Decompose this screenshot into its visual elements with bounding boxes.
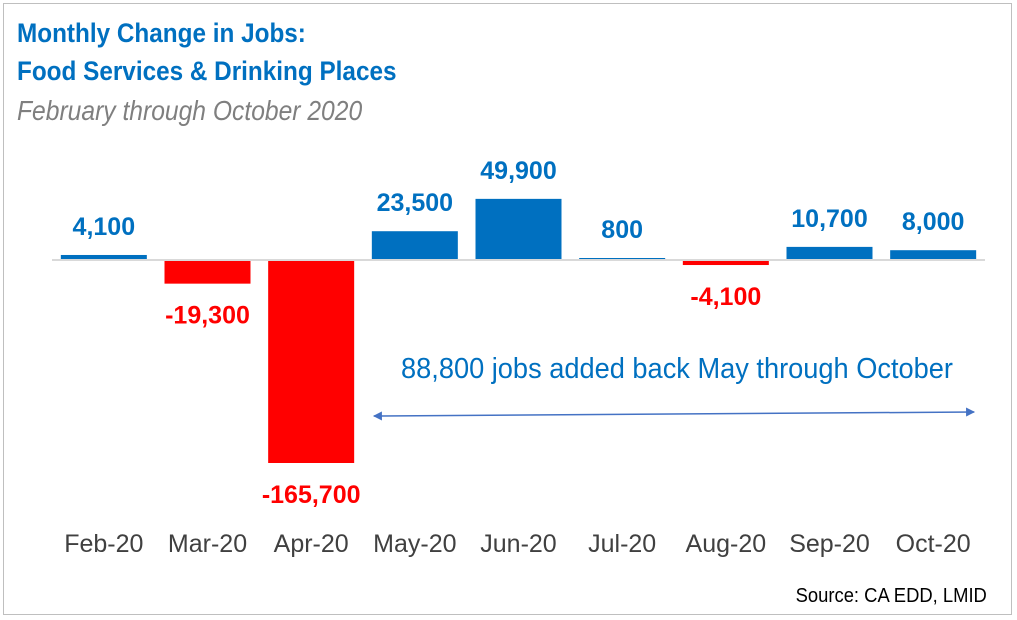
x-tick-label-may-20: May-20 <box>373 530 456 558</box>
data-label-jul-20: 800 <box>601 216 643 244</box>
data-label-jun-20: 49,900 <box>480 157 556 185</box>
data-label-may-20: 23,500 <box>377 189 453 217</box>
x-tick-label-sep-20: Sep-20 <box>789 530 870 558</box>
data-labels-layer: 4,100 -19,300 -165,700 23,500 49,900 800 -4,10… <box>73 157 965 509</box>
bar-may-20 <box>371 231 458 260</box>
chart-title-line-1: Monthly Change in Jobs: <box>17 18 306 48</box>
chart-subtitle: February through October 2020 <box>17 95 363 126</box>
x-tick-label-jul-20: Jul-20 <box>588 530 656 558</box>
chart-title-line-2: Food Services & Drinking Places <box>17 56 397 86</box>
x-tick-label-oct-20: Oct-20 <box>896 530 971 558</box>
data-label-apr-20: -165,700 <box>262 481 361 509</box>
chart-title: Monthly Change in Jobs: Food Services & … <box>17 14 396 90</box>
data-label-mar-20: -19,300 <box>165 302 250 330</box>
bar-sep-20 <box>786 246 873 260</box>
x-tick-label-feb-20: Feb-20 <box>64 530 143 558</box>
annotation-text: 88,800 jobs added back May through Octob… <box>401 353 953 385</box>
x-tick-label-apr-20: Apr-20 <box>274 530 349 558</box>
data-label-sep-20: 10,700 <box>791 205 867 233</box>
bar-apr-20 <box>268 260 355 463</box>
x-tick-label-jun-20: Jun-20 <box>480 530 556 558</box>
bar-oct-20 <box>890 250 977 260</box>
annotation-arrow <box>372 407 976 421</box>
data-label-feb-20: 4,100 <box>73 213 136 241</box>
bar-mar-20 <box>164 260 251 284</box>
bar-jun-20 <box>475 198 562 260</box>
chart-frame <box>3 3 1012 615</box>
bars-layer <box>60 198 977 463</box>
bar-aug-20 <box>682 260 769 266</box>
x-tick-label-mar-20: Mar-20 <box>168 530 247 558</box>
bar-feb-20 <box>60 254 147 260</box>
x-tick-label-aug-20: Aug-20 <box>686 530 767 558</box>
data-label-oct-20: 8,000 <box>902 208 965 236</box>
data-label-aug-20: -4,100 <box>690 283 761 311</box>
source-note: Source: CA EDD, LMID <box>795 585 987 607</box>
x-axis-tick-labels: Feb-20 Mar-20 Apr-20 May-20 Jun-20 Jul-20 Aug-… <box>64 530 970 558</box>
